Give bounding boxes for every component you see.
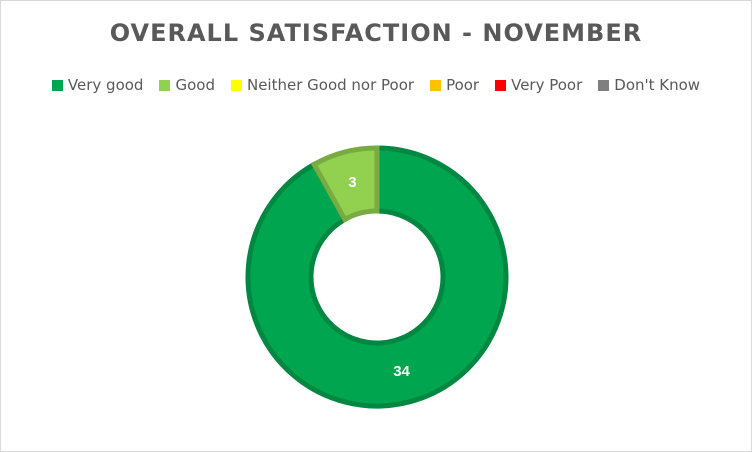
donut-slices xyxy=(245,145,509,409)
legend-swatch-very-good xyxy=(51,79,63,91)
legend-swatch-good xyxy=(159,79,171,91)
data-label-good: 3 xyxy=(348,174,356,191)
donut-slice-very-good xyxy=(245,145,509,409)
legend-item-neither: Neither Good nor Poor xyxy=(230,76,415,94)
legend-item-very-good: Very good xyxy=(51,76,144,94)
legend-label-poor: Poor xyxy=(446,76,480,94)
legend-label-very-poor: Very Poor xyxy=(511,76,583,94)
legend-swatch-poor xyxy=(430,79,442,91)
data-label-very-good: 34 xyxy=(393,363,410,380)
chart-legend: Very good Good Neither Good nor Poor Poo… xyxy=(1,76,751,94)
legend-item-poor: Poor xyxy=(430,76,479,94)
donut-data-labels: 34 3 xyxy=(348,174,410,380)
legend-label-dont-know: Don't Know xyxy=(614,76,701,94)
legend-item-dont-know: Don't Know xyxy=(598,76,700,94)
legend-item-very-poor: Very Poor xyxy=(495,76,582,94)
legend-label-neither: Neither Good nor Poor xyxy=(246,76,415,94)
legend-label-good: Good xyxy=(175,76,215,94)
legend-item-good: Good xyxy=(159,76,215,94)
legend-swatch-very-poor xyxy=(495,79,507,91)
chart-title: OVERALL SATISFACTION - NOVEMBER xyxy=(109,19,643,47)
legend-swatch-neither xyxy=(230,79,242,91)
legend-swatch-dont-know xyxy=(598,79,610,91)
donut-slice-good xyxy=(310,145,380,223)
legend-label-very-good: Very good xyxy=(67,76,144,94)
